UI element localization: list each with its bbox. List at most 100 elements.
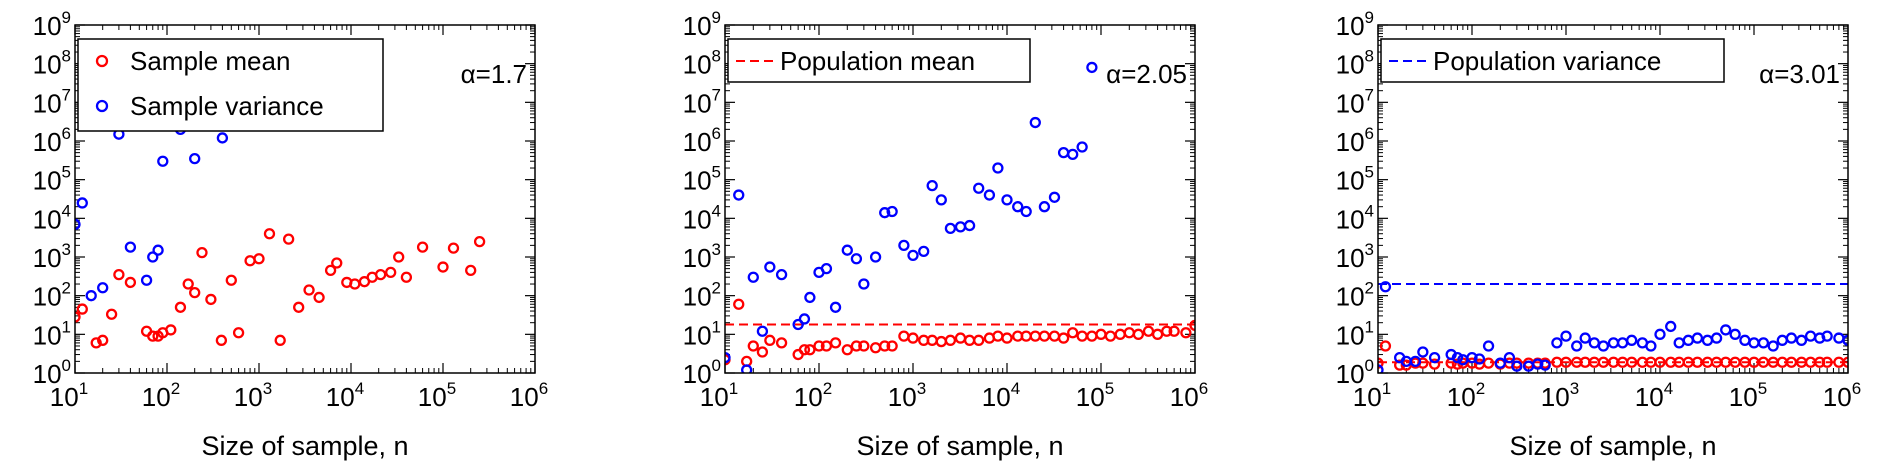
data-point xyxy=(869,342,882,354)
data-point xyxy=(189,152,201,165)
data-point xyxy=(447,242,460,254)
data-point xyxy=(775,337,788,349)
data-point xyxy=(1012,201,1024,213)
axes-frame xyxy=(1377,24,1849,374)
data-point xyxy=(1142,325,1155,337)
y-tick-label: 100 xyxy=(683,356,721,389)
data-point xyxy=(253,253,265,265)
x-tick-label: 104 xyxy=(326,379,364,412)
data-point xyxy=(926,180,938,192)
y-tick-label: 108 xyxy=(1336,47,1374,80)
data-point xyxy=(473,235,486,248)
x-tick-label: 103 xyxy=(1541,379,1579,412)
data-point xyxy=(841,344,853,356)
x-tick-label: 104 xyxy=(1635,379,1673,412)
legend-box xyxy=(727,38,1031,83)
data-point xyxy=(113,268,125,281)
y-tick-label: 105 xyxy=(33,163,71,196)
data-point xyxy=(756,346,769,358)
data-point xyxy=(1086,330,1098,342)
data-point xyxy=(1804,330,1817,342)
data-point xyxy=(1482,357,1495,369)
data-point xyxy=(829,301,842,313)
data-point xyxy=(869,251,882,263)
data-point xyxy=(324,264,337,277)
data-point xyxy=(954,221,967,233)
data-point xyxy=(935,335,947,348)
data-point xyxy=(1132,328,1145,340)
y-tick-label: 103 xyxy=(33,240,71,273)
data-point xyxy=(898,239,910,252)
chart-panel-2: 101 102 103 104 105 1061001011021031041051061… xyxy=(683,8,1209,461)
data-point xyxy=(152,244,164,256)
data-point xyxy=(1104,330,1117,342)
data-point xyxy=(400,271,413,283)
legend-label: Population variance xyxy=(1433,46,1661,76)
data-point xyxy=(1607,337,1620,349)
y-tick-label: 102 xyxy=(683,279,721,312)
data-point xyxy=(963,219,976,232)
data-point xyxy=(1482,340,1495,352)
data-point xyxy=(1795,334,1808,346)
data-point xyxy=(465,264,477,277)
data-point xyxy=(820,262,833,275)
data-point xyxy=(1645,340,1657,352)
data-point xyxy=(1571,340,1583,352)
data-point xyxy=(963,334,976,346)
data-point xyxy=(1095,328,1107,340)
data-point xyxy=(1767,340,1779,352)
data-point xyxy=(741,364,753,373)
y-tick-label: 108 xyxy=(683,47,721,80)
data-point xyxy=(1757,337,1770,349)
y-tick-label: 100 xyxy=(33,356,71,389)
legend-box xyxy=(1380,38,1725,83)
data-point xyxy=(1748,337,1760,349)
data-point xyxy=(764,334,776,346)
legend-marker xyxy=(95,54,109,68)
data-point xyxy=(918,245,930,257)
data-point xyxy=(374,268,387,281)
data-point xyxy=(798,344,811,356)
data-point xyxy=(75,218,81,230)
data-point xyxy=(303,284,315,296)
data-point xyxy=(733,189,745,201)
legend-marker xyxy=(95,99,109,113)
data-point xyxy=(992,162,1004,174)
legend-box xyxy=(77,38,384,132)
data-point xyxy=(1785,332,1798,344)
minor-ticks xyxy=(725,25,1195,373)
y-tick-label: 100 xyxy=(1336,356,1374,389)
data-point xyxy=(1029,116,1041,129)
data-point xyxy=(1123,327,1135,339)
y-tick-label: 104 xyxy=(683,201,721,234)
data-point xyxy=(232,327,245,339)
data-point xyxy=(850,253,863,265)
data-point xyxy=(983,189,996,201)
data-point xyxy=(850,340,863,352)
data-point xyxy=(282,233,295,245)
data-point xyxy=(1579,332,1591,344)
legend-label: Sample mean xyxy=(130,46,290,76)
data-point xyxy=(1682,334,1694,346)
x-tick-label: 105 xyxy=(418,379,456,412)
data-point xyxy=(416,241,429,253)
data-point xyxy=(263,228,276,240)
data-point xyxy=(858,278,870,290)
data-point xyxy=(1821,356,1833,368)
data-point xyxy=(992,330,1004,342)
data-point xyxy=(886,340,898,352)
data-point xyxy=(1409,355,1422,368)
data-point xyxy=(1451,351,1464,364)
data-point xyxy=(90,337,102,349)
x-tick-label: 106 xyxy=(510,379,548,412)
data-point xyxy=(907,332,919,344)
y-tick-label: 101 xyxy=(1336,317,1374,350)
data-point xyxy=(1379,281,1392,293)
data-point xyxy=(747,340,759,352)
data-point xyxy=(1560,330,1572,342)
legend: Sample mean Sample variance xyxy=(77,38,384,132)
alpha-annotation: α=3.01 xyxy=(1759,59,1840,89)
data-point xyxy=(105,308,118,320)
legend: Population mean xyxy=(727,38,1031,83)
